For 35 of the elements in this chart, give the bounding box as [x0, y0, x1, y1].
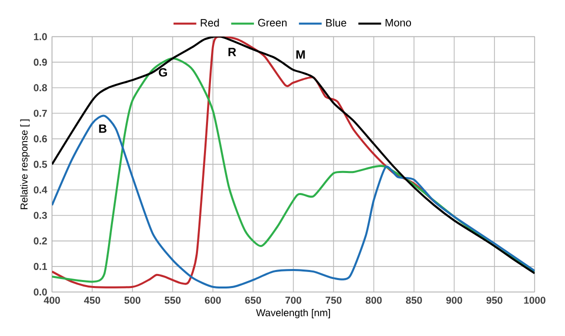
- y-tick-label: 0.8: [34, 84, 47, 92]
- x-tick-label: 450: [84, 296, 100, 304]
- y-tick-label: 0.5: [34, 160, 48, 168]
- x-tick-label: 1000: [524, 296, 546, 304]
- x-tick-label: 750: [326, 296, 342, 304]
- y-tick-label: 0.6: [34, 135, 47, 142]
- legend-label: Blue: [326, 18, 346, 27]
- x-tick-label: 850: [406, 296, 422, 304]
- y-axis-title: Relative response [ ]: [20, 119, 30, 210]
- y-tick-label: 0.3: [34, 212, 47, 219]
- x-tick-label: 500: [124, 296, 140, 304]
- x-tick-label: 400: [44, 296, 60, 304]
- x-tick-label: 700: [285, 296, 302, 304]
- annotation: M: [296, 50, 305, 59]
- x-axis-title: Wavelength [nm]: [256, 308, 330, 318]
- x-tick-label: 550: [164, 296, 181, 304]
- y-tick-label: 0.1: [34, 262, 48, 270]
- legend-label: Green: [258, 18, 287, 26]
- y-tick-label: 0.0: [34, 288, 47, 296]
- x-tick-label: 900: [446, 296, 462, 304]
- legend-label: Mono: [386, 18, 412, 26]
- annotation: G: [158, 68, 167, 77]
- x-tick-label: 650: [245, 296, 262, 304]
- x-tick-label: 600: [204, 296, 221, 304]
- y-tick-label: 1.0: [34, 33, 47, 40]
- x-tick-label: 950: [486, 296, 502, 304]
- y-tick-label: 0.7: [34, 110, 47, 117]
- y-tick-label: 0.2: [34, 237, 47, 244]
- y-tick-label: 0.4: [34, 186, 48, 194]
- annotation: R: [228, 48, 236, 56]
- legend-label: Red: [200, 18, 219, 27]
- line-series: [52, 114, 535, 289]
- y-tick-label: 0.9: [34, 58, 47, 66]
- x-tick-label: 800: [366, 296, 382, 304]
- annotation: B: [99, 124, 106, 133]
